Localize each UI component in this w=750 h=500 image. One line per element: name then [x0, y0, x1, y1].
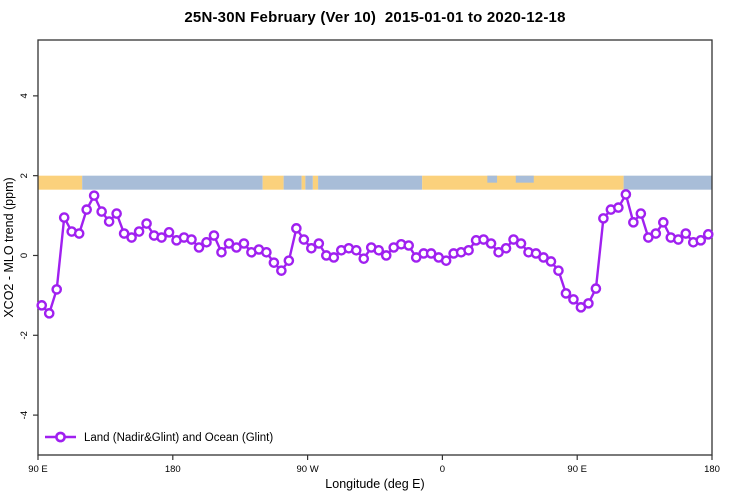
data-point-marker: [156, 232, 167, 243]
data-point-marker: [216, 246, 227, 258]
axes: [37, 39, 713, 456]
data-point-marker: [96, 206, 107, 217]
x-tick-label: 180: [704, 464, 720, 475]
land-ocean-band: [38, 175, 712, 190]
x-tick-label: 90 W: [297, 464, 319, 475]
data-point-marker: [598, 213, 609, 224]
data-point-marker: [268, 257, 280, 268]
band-segment-ocean: [305, 175, 313, 190]
data-point-marker: [358, 253, 370, 264]
data-point-marker: [186, 234, 197, 245]
data-point-marker: [380, 250, 392, 261]
y-tick-label: -4: [19, 411, 30, 419]
data-point-marker: [193, 242, 205, 253]
data-point-marker: [141, 218, 152, 229]
x-tick-label: 90 E: [567, 464, 587, 475]
data-point-marker: [283, 255, 295, 266]
legend-marker-icon: [55, 431, 66, 443]
data-point-marker: [440, 255, 452, 266]
data-point-marker: [298, 234, 310, 245]
data-point-marker: [350, 244, 362, 256]
x-axis-title: Longitude (deg E): [325, 477, 424, 491]
chart-title: 25N-30N February (Ver 10) 2015-01-01 to …: [184, 9, 566, 26]
data-point-marker: [695, 235, 707, 246]
data-point-marker: [88, 190, 100, 201]
x-tick-label: 90 E: [28, 464, 48, 475]
data-series: [36, 189, 714, 319]
data-point-marker: [658, 217, 669, 228]
data-point-marker: [403, 240, 415, 251]
data-point-marker: [238, 238, 250, 249]
data-point-marker: [306, 242, 317, 254]
data-point-marker: [583, 298, 594, 309]
y-axis-title: XCO2 - MLO trend (ppm): [2, 177, 16, 317]
data-point-marker: [133, 226, 145, 237]
y-tick-label: 2: [19, 173, 30, 178]
band-segment-ocean: [82, 175, 263, 190]
legend-label: Land (Nadir&Glint) and Ocean (Glint): [84, 432, 273, 444]
band-segment-ocean: [623, 175, 712, 190]
x-tick-label: 0: [440, 464, 445, 475]
band-segment-land: [301, 175, 306, 190]
data-point-marker: [628, 217, 639, 228]
data-point-marker: [73, 228, 85, 239]
data-point-marker: [620, 189, 632, 200]
data-point-marker: [635, 208, 647, 219]
data-point-marker: [515, 238, 527, 249]
band-segment-land: [312, 175, 319, 190]
data-point-marker: [81, 204, 92, 215]
legend: Land (Nadir&Glint) and Ocean (Glint): [45, 431, 273, 444]
band-notch-ocean: [487, 175, 498, 183]
data-point-marker: [553, 265, 564, 276]
band-segment-land: [38, 175, 83, 190]
data-point-marker: [126, 232, 137, 243]
band-notch-ocean: [515, 175, 534, 183]
data-point-marker: [568, 294, 579, 305]
data-point-marker: [313, 238, 325, 249]
data-point-marker: [51, 284, 63, 295]
band-segment-ocean: [283, 175, 302, 190]
data-point-marker: [36, 300, 48, 311]
data-point-marker: [291, 223, 302, 234]
data-point-marker: [680, 228, 692, 239]
data-point-marker: [545, 256, 557, 267]
data-point-marker: [103, 216, 115, 227]
band-segment-land: [262, 175, 284, 190]
data-point-marker: [560, 288, 572, 299]
data-point-marker: [590, 283, 602, 294]
data-point-marker: [613, 202, 624, 213]
data-point-marker: [58, 212, 70, 223]
data-point-marker: [328, 252, 340, 263]
data-point-marker: [500, 242, 512, 254]
data-point-marker: [163, 227, 175, 238]
data-point-marker: [43, 308, 55, 319]
data-point-marker: [201, 237, 212, 248]
data-point-marker: [276, 265, 287, 276]
data-point-marker: [673, 234, 684, 245]
y-tick-label: -2: [19, 331, 30, 339]
data-point-marker: [111, 208, 122, 219]
y-axis: -4 -2 0 2 4 XCO2 - MLO trend (ppm): [2, 93, 38, 419]
data-point-marker: [208, 230, 220, 241]
band-segment-ocean: [318, 175, 423, 190]
x-tick-label: 180: [165, 464, 181, 475]
data-point-marker: [485, 238, 497, 249]
y-tick-label: 0: [19, 253, 30, 258]
plot-box: [37, 39, 713, 456]
data-point-marker: [702, 229, 714, 240]
data-point-marker: [261, 246, 272, 258]
x-axis: 90 E 180 90 W 0 90 E 180 Longitude (deg E): [28, 455, 720, 491]
data-point-marker: [650, 228, 662, 239]
y-tick-label: 4: [19, 93, 30, 98]
data-point-marker: [463, 244, 474, 256]
data-point-marker: [373, 244, 385, 256]
